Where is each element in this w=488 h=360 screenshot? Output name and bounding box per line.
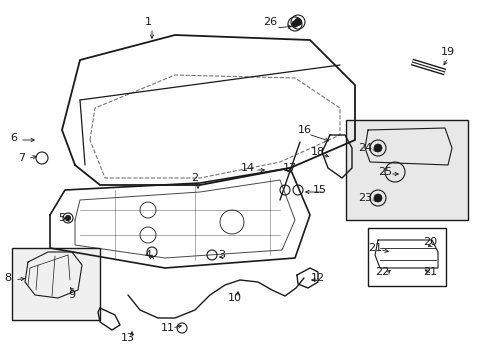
Text: 16: 16 (297, 125, 311, 135)
Text: 2: 2 (191, 173, 198, 183)
Text: 21: 21 (367, 243, 381, 253)
Text: 10: 10 (227, 293, 242, 303)
Ellipse shape (65, 216, 70, 220)
Text: 26: 26 (263, 17, 277, 27)
Text: 5: 5 (59, 213, 65, 223)
Text: 13: 13 (121, 333, 135, 343)
Bar (367, 228, 445, 286)
Text: 4: 4 (144, 250, 151, 260)
Text: 1: 1 (144, 17, 151, 27)
Text: 21: 21 (422, 267, 436, 277)
Ellipse shape (291, 21, 297, 27)
Text: 19: 19 (440, 47, 454, 57)
Text: 12: 12 (310, 273, 325, 283)
Text: 23: 23 (357, 193, 371, 203)
Text: 17: 17 (283, 163, 296, 173)
Text: 8: 8 (4, 273, 12, 283)
Text: 20: 20 (422, 237, 436, 247)
Text: 3: 3 (218, 250, 225, 260)
Text: 18: 18 (310, 147, 325, 157)
Ellipse shape (373, 144, 381, 152)
Text: 15: 15 (312, 185, 326, 195)
Bar (346, 120, 467, 220)
Text: 24: 24 (357, 143, 371, 153)
Text: 14: 14 (241, 163, 255, 173)
Text: 11: 11 (161, 323, 175, 333)
Text: 6: 6 (10, 133, 18, 143)
Ellipse shape (294, 18, 301, 26)
Ellipse shape (373, 194, 381, 202)
Text: 22: 22 (374, 267, 388, 277)
Bar (12, 248, 100, 320)
Text: 7: 7 (19, 153, 25, 163)
Text: 9: 9 (68, 290, 76, 300)
Text: 25: 25 (377, 167, 391, 177)
